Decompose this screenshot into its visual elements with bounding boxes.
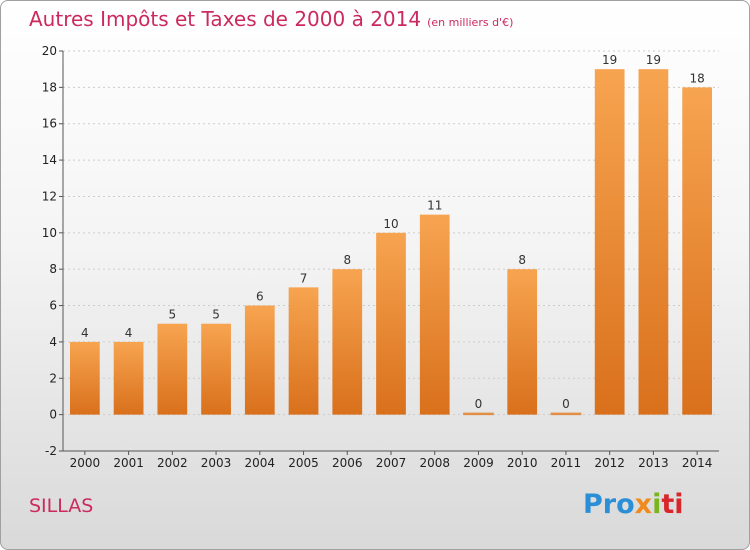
value-label-2001: 4 (125, 326, 133, 340)
bar-2012 (594, 69, 625, 415)
y-tick-label: 0 (49, 408, 57, 422)
bar-2014 (682, 87, 713, 415)
bar-2004 (244, 305, 275, 415)
y-tick-label: 6 (49, 299, 57, 313)
bar-2011 (550, 412, 582, 416)
value-label-2011: 0 (562, 397, 570, 411)
bar-2001 (113, 341, 144, 415)
y-tick-label: 4 (49, 335, 57, 349)
bar-2008 (419, 214, 450, 415)
bar-2007 (376, 232, 406, 415)
value-label-2002: 5 (169, 308, 177, 322)
bar-2002 (157, 323, 188, 415)
x-tick-label-2008: 2008 (419, 456, 450, 470)
value-label-2013: 19 (646, 53, 661, 67)
logo-part-4: ti (661, 489, 684, 520)
x-tick-label-2014: 2014 (682, 456, 713, 470)
y-tick-label: 16 (42, 117, 57, 131)
bar-2010 (507, 269, 538, 415)
y-tick-label: 12 (42, 189, 57, 203)
bar-2005 (288, 287, 319, 415)
value-label-2010: 8 (518, 253, 526, 267)
value-label-2000: 4 (81, 326, 89, 340)
y-tick-label: 2 (49, 371, 57, 385)
x-tick-label-2007: 2007 (376, 456, 407, 470)
y-tick-label: 18 (42, 80, 57, 94)
value-label-2009: 0 (475, 397, 483, 411)
y-tick-label: 14 (42, 153, 57, 167)
bar-2009 (463, 412, 494, 416)
bars (69, 69, 713, 416)
location-name: SILLAS (29, 495, 94, 517)
value-label-2003: 5 (212, 308, 220, 322)
y-tick-label: 20 (42, 44, 57, 58)
y-tick-label: 10 (42, 226, 57, 240)
x-tick-label-2004: 2004 (245, 456, 276, 470)
x-tick-label-2012: 2012 (594, 456, 625, 470)
logo-part-1: Pro (583, 489, 635, 520)
bar-2006 (332, 269, 363, 415)
chart-title-text: Autres Impôts et Taxes de 2000 à 2014 (29, 7, 422, 31)
x-tick-label-2000: 2000 (70, 456, 101, 470)
bar-2003 (201, 323, 231, 415)
logo-part-3: i (652, 489, 662, 520)
x-tick-label-2001: 2001 (113, 456, 144, 470)
value-label-2014: 18 (689, 71, 704, 85)
labels: -2 0 2 4 6 8 10 12 14 16 18 20 4 2000 4 2001 5 2002 5 2003 6… (42, 44, 713, 470)
value-label-2005: 7 (300, 271, 308, 285)
chart-title: Autres Impôts et Taxes de 2000 à 2014 (en… (29, 7, 513, 31)
x-tick-label-2011: 2011 (551, 456, 582, 470)
x-tick-label-2002: 2002 (157, 456, 188, 470)
value-label-2012: 19 (602, 53, 617, 67)
x-tick-label-2006: 2006 (332, 456, 363, 470)
x-tick-label-2005: 2005 (288, 456, 319, 470)
x-tick-label-2003: 2003 (201, 456, 232, 470)
value-label-2004: 6 (256, 290, 264, 304)
x-tick-label-2013: 2013 (638, 456, 669, 470)
logo-part-2: x (634, 489, 653, 520)
y-tick-label: -2 (45, 444, 57, 458)
value-label-2006: 8 (343, 253, 351, 267)
value-label-2008: 11 (427, 199, 442, 213)
value-label-2007: 10 (383, 217, 398, 231)
bar-2013 (638, 69, 669, 415)
proxiti-logo: Proxiti (583, 489, 684, 520)
chart-subtitle: (en milliers d'€) (427, 16, 514, 29)
bar-2000 (69, 341, 100, 415)
y-tick-label: 8 (49, 262, 57, 276)
x-tick-label-2010: 2010 (507, 456, 538, 470)
x-tick-label-2009: 2009 (463, 456, 494, 470)
axes (59, 50, 719, 455)
